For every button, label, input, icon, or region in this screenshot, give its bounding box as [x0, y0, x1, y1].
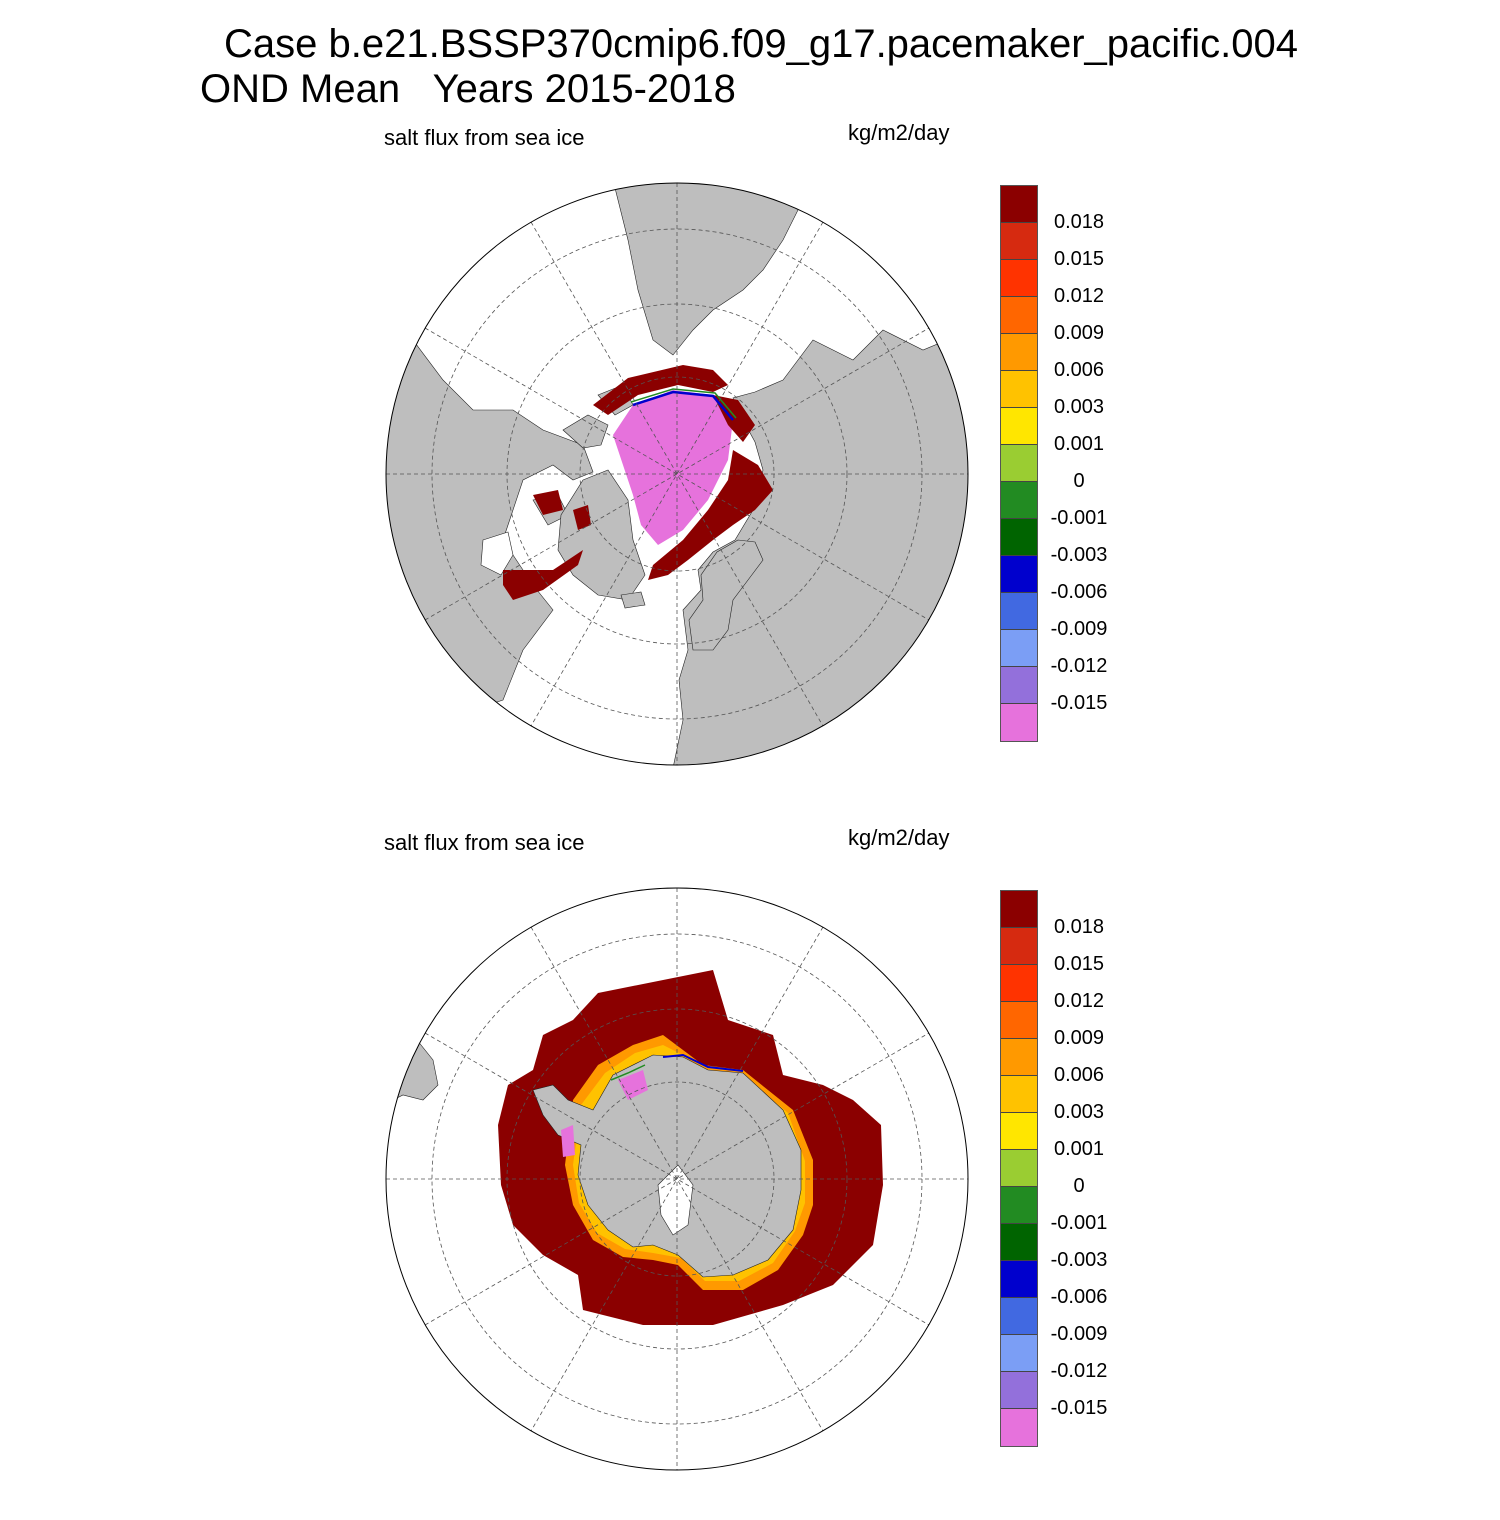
north-colorbar-box [1001, 704, 1037, 741]
north-america-land [386, 299, 594, 741]
south-colorbar-box [1001, 1335, 1037, 1372]
north-colorbar-box [1001, 519, 1037, 556]
north-colorbar-tick-label: 0.003 [1053, 396, 1105, 418]
north-colorbar-box [1001, 371, 1037, 408]
north-colorbar-box [1001, 482, 1037, 519]
figure-title-period: OND Mean Years 2015-2018 [200, 67, 736, 111]
north-colorbar-box [1001, 186, 1037, 223]
north-labrador-rim-ice [533, 490, 591, 530]
north-colorbar-tick-label: 0 [1073, 470, 1085, 492]
south-variable-label: salt flux from sea ice [384, 830, 585, 855]
south-colorbar-box [1001, 928, 1037, 965]
south-colorbar-tick-label: 0.003 [1053, 1101, 1105, 1123]
north-units-label: kg/m2/day [848, 120, 950, 145]
south-colorbar-tick-label: 0.001 [1053, 1138, 1105, 1160]
south-colorbar-tick-label: 0 [1073, 1175, 1085, 1197]
south-antarctica-land [532, 1054, 802, 1278]
south-colorbar-box [1001, 1187, 1037, 1224]
north-colorbar-box [1001, 593, 1037, 630]
north-colorbar-tick-label: -0.012 [1050, 655, 1108, 677]
south-colorbar-box [1001, 1224, 1037, 1261]
south-coastal-edge-green [610, 1064, 646, 1081]
north-colorbar-tick-label: 0.012 [1053, 285, 1105, 307]
south-colorbar-box [1001, 965, 1037, 1002]
south-colorbar-tick-label: -0.006 [1050, 1286, 1108, 1308]
north-colorbar-box [1001, 667, 1037, 704]
north-colorbar-tick-label: -0.006 [1050, 581, 1108, 603]
south-graticule [386, 888, 968, 1470]
north-colorbar-tick-label: -0.009 [1050, 618, 1108, 640]
south-colorbar-box [1001, 1372, 1037, 1409]
north-colorbar-box [1001, 334, 1037, 371]
north-map-outline [385, 182, 969, 766]
north-siberian-rim-ice [593, 365, 728, 415]
north-baffin-rim-ice [503, 550, 583, 600]
north-graticule [386, 183, 968, 765]
north-barents-rim-ice [648, 450, 773, 580]
south-colorbar [1000, 890, 1038, 1447]
south-colorbar-box [1001, 891, 1037, 928]
north-colorbar-box [1001, 223, 1037, 260]
north-colorbar-box [1001, 408, 1037, 445]
south-colorbar-box [1001, 1261, 1037, 1298]
south-colorbar-tick-label: 0.018 [1053, 916, 1105, 938]
north-colorbar-box [1001, 556, 1037, 593]
south-weddell-pink-ice [618, 1070, 648, 1100]
north-ice-edge-band [632, 390, 734, 421]
north-colorbar-box [1001, 630, 1037, 667]
south-peninsula-pink-ice [561, 1125, 575, 1157]
south-colorbar-tick-label: -0.001 [1050, 1212, 1108, 1234]
north-variable-label: salt flux from sea ice [384, 125, 585, 150]
south-ross-ice-shelf [657, 1164, 694, 1236]
south-units-label: kg/m2/day [848, 825, 950, 850]
south-colorbar-box [1001, 1298, 1037, 1335]
north-iceland-land [620, 591, 646, 609]
south-colorbar-box [1001, 1076, 1037, 1113]
north-colorbar-tick-label: -0.001 [1050, 507, 1108, 529]
north-ice-edge-green [630, 388, 737, 419]
south-colorbar-tick-label: 0.009 [1053, 1027, 1105, 1049]
north-colorbar-box [1001, 297, 1037, 334]
south-colorbar-tick-label: 0.015 [1053, 953, 1105, 975]
north-colorbar-box [1001, 260, 1037, 297]
north-colorbar-tick-label: 0.006 [1053, 359, 1105, 381]
north-colorbar [1000, 185, 1038, 742]
south-colorbar-box [1001, 1002, 1037, 1039]
south-colorbar-tick-label: -0.009 [1050, 1323, 1108, 1345]
north-colorbar-tick-label: 0.001 [1053, 433, 1105, 455]
south-colorbar-tick-label: -0.003 [1050, 1249, 1108, 1271]
north-colorbar-tick-label: -0.003 [1050, 544, 1108, 566]
south-map-outline [385, 887, 969, 1471]
south-colorbar-box [1001, 1113, 1037, 1150]
north-colorbar-tick-label: 0.018 [1053, 211, 1105, 233]
south-colorbar-box [1001, 1150, 1037, 1187]
north-hudson-bay [480, 531, 514, 576]
north-polar-map [385, 182, 969, 766]
south-coastal-edge-blue [662, 1053, 744, 1072]
north-colorbar-tick-label: 0.015 [1053, 248, 1105, 270]
north-colorbar-box [1001, 445, 1037, 482]
south-polar-panel: salt flux from sea ice kg/m2/day [0, 815, 1500, 1520]
south-colorbar-tick-label: 0.006 [1053, 1064, 1105, 1086]
south-colorbar-box [1001, 1039, 1037, 1076]
north-colorbar-tick-label: -0.015 [1050, 692, 1108, 714]
south-colorbar-box [1001, 1409, 1037, 1446]
north-scandinavia-land [688, 539, 764, 651]
north-polar-panel: salt flux from sea ice kg/m2/day [0, 110, 1500, 815]
south-polar-map [385, 887, 969, 1471]
north-colorbar-tick-label: 0.009 [1053, 322, 1105, 344]
south-colorbar-tick-label: 0.012 [1053, 990, 1105, 1012]
figure-title-case: Case b.e21.BSSP370cmip6.f09_g17.pacemake… [224, 22, 1299, 66]
south-colorbar-tick-label: -0.015 [1050, 1397, 1108, 1419]
south-colorbar-tick-label: -0.012 [1050, 1360, 1108, 1382]
